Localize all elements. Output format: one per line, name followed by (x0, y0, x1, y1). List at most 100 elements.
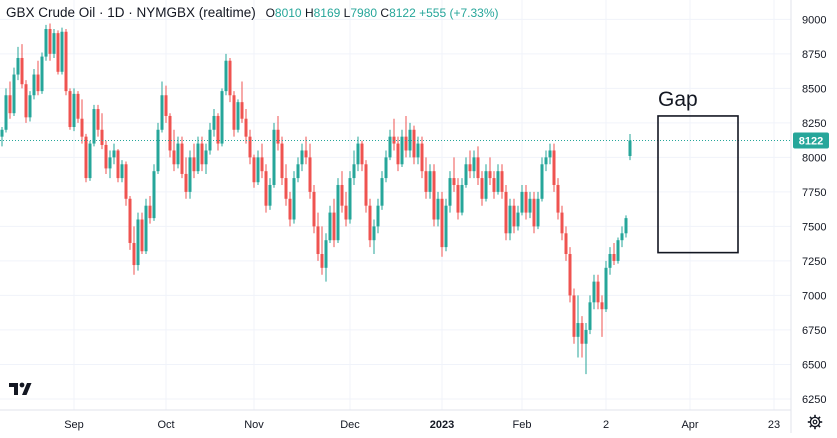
candle (60, 27, 64, 75)
candle (548, 143, 552, 165)
candle (192, 143, 196, 179)
candle (344, 191, 348, 227)
candle-body (280, 143, 284, 179)
candle-body (364, 164, 368, 206)
candle (120, 160, 124, 183)
candle (136, 212, 140, 271)
candle (436, 191, 440, 227)
candle-body (256, 157, 260, 183)
candle (72, 88, 76, 132)
candle (108, 150, 112, 179)
candle-body (500, 171, 504, 192)
candle (284, 164, 288, 206)
candle (544, 150, 548, 172)
y-tick-label: 7500 (802, 221, 826, 233)
candle-body (88, 143, 92, 179)
candle (604, 260, 608, 312)
candle-body (24, 84, 28, 118)
candle (568, 247, 572, 303)
candle-body (292, 178, 296, 220)
candle (448, 171, 452, 213)
low-label: L (343, 6, 351, 20)
candle-body (260, 157, 264, 172)
candle (116, 149, 120, 183)
candle (460, 178, 464, 216)
x-tick-label: Sep (64, 419, 84, 431)
candle-body (68, 91, 72, 128)
candle-body (540, 164, 544, 199)
candle (4, 88, 8, 133)
high-label: H (304, 6, 314, 20)
candle-body (408, 129, 412, 151)
candle-body (248, 136, 252, 158)
candle (376, 198, 380, 234)
candle-body (120, 164, 124, 179)
candle-body (476, 157, 480, 179)
chart-header: GBX Crude Oil · 1D · NYMGBX (realtime) O… (6, 5, 499, 20)
candle-body (196, 143, 200, 172)
candle-body (568, 254, 572, 296)
candle (356, 136, 360, 172)
candle (324, 233, 328, 282)
candle-body (504, 191, 508, 234)
x-tick-label: Nov (244, 419, 264, 431)
symbol-title[interactable]: GBX Crude Oil · 1D · NYMGBX (realtime) (6, 5, 256, 20)
candle (264, 164, 268, 213)
candle-body (576, 323, 580, 337)
candle-body (236, 102, 240, 130)
gear-icon[interactable] (807, 414, 823, 430)
candle-body (4, 95, 8, 130)
candle-body (300, 150, 304, 165)
candle (212, 109, 216, 137)
candle-body (528, 198, 532, 213)
candle-body (536, 198, 540, 227)
candle (332, 198, 336, 248)
candle-body (252, 157, 256, 183)
candle (540, 157, 544, 202)
candle-body (416, 143, 420, 158)
candle (156, 122, 160, 174)
candle-body (460, 184, 464, 213)
candle (64, 28, 68, 96)
candle-body (16, 57, 20, 75)
y-tick-label: 6250 (802, 394, 826, 406)
candle (336, 178, 340, 243)
candle (440, 191, 444, 257)
candle-body (144, 205, 148, 252)
candle (224, 53, 228, 96)
candle (132, 226, 136, 275)
candle (104, 140, 108, 174)
candle-body (380, 178, 384, 206)
candle-body (332, 212, 336, 241)
candle (36, 60, 40, 96)
candle-body (316, 226, 320, 255)
candle (276, 115, 280, 151)
candle (424, 157, 428, 199)
candle-body (152, 171, 156, 219)
candle-body (52, 33, 56, 54)
candle-body (288, 198, 292, 220)
candle-body (372, 226, 376, 241)
candle-body (96, 109, 100, 130)
candle-body (356, 143, 360, 165)
candle-body (588, 302, 592, 330)
candle (68, 88, 72, 130)
y-tick-label: 7000 (802, 290, 826, 302)
candle (400, 129, 404, 168)
candle (328, 205, 332, 243)
candle (164, 85, 168, 123)
x-tick-label: Feb (513, 419, 532, 431)
low-value: 7980 (350, 6, 378, 20)
candle-body (388, 136, 392, 158)
candle (420, 136, 424, 179)
x-tick-label: 23 (768, 419, 780, 431)
candle-body (544, 157, 548, 165)
tradingview-logo-icon[interactable] (7, 380, 33, 398)
candle-body (284, 178, 288, 199)
candle-body (244, 118, 248, 137)
candle-body (556, 184, 560, 213)
y-tick-label: 8500 (802, 83, 826, 95)
candle-body (148, 205, 152, 219)
